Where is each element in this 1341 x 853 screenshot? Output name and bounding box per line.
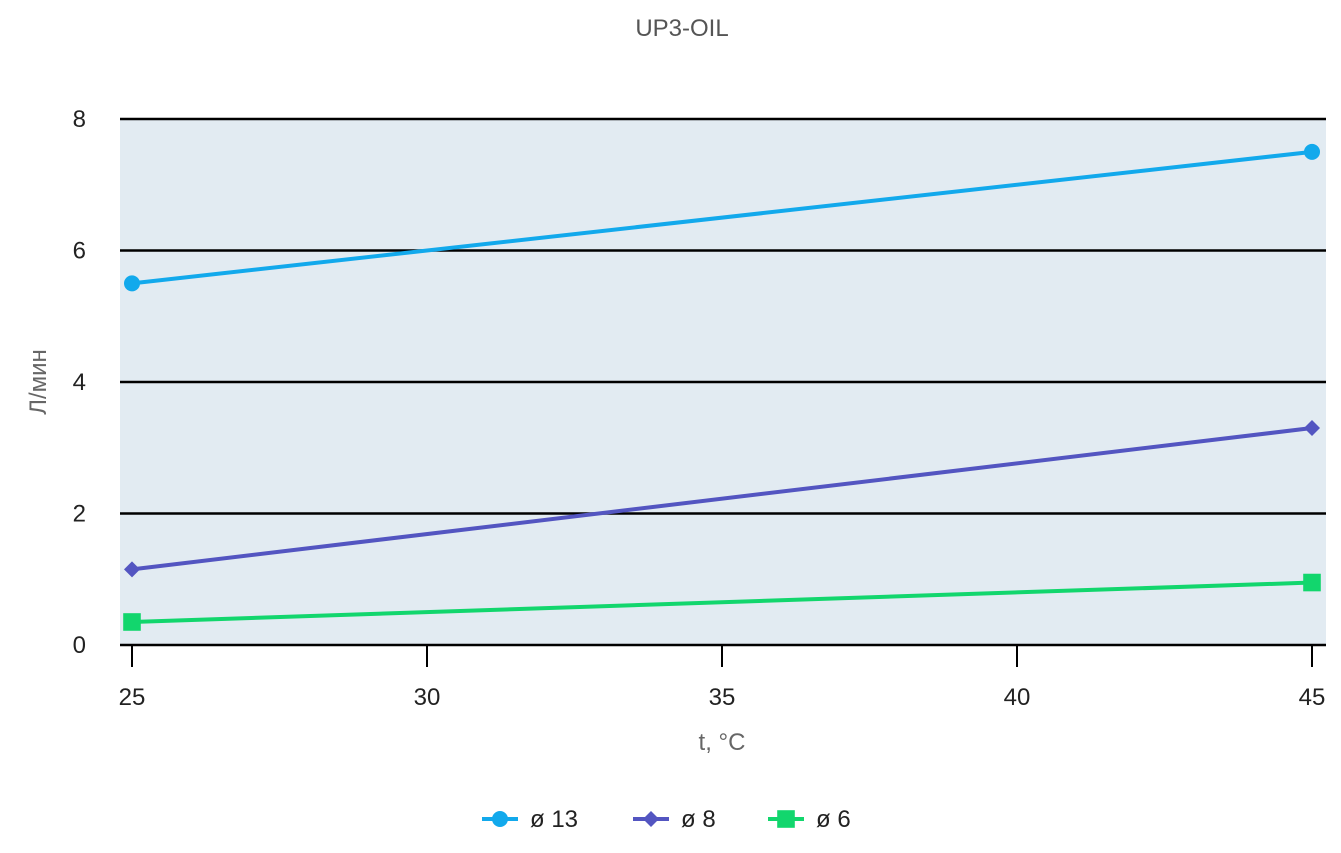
series-line[interactable] [131, 149, 1313, 286]
x-axis-ticks [131, 645, 1313, 667]
y-tick-label: 0 [73, 632, 86, 659]
x-tick-label: 30 [414, 684, 441, 711]
grid-lines [120, 117, 1326, 647]
x-tick-label: 45 [1299, 684, 1326, 711]
tick-labels: 0 2 4 6 8 25 30 35 40 45 [73, 106, 1326, 711]
series-line[interactable] [131, 580, 1313, 624]
chart-title: UP3-OIL [635, 15, 728, 42]
data-point[interactable] [1303, 573, 1321, 592]
x-tick-label: 40 [1004, 684, 1031, 711]
legend-item[interactable]: ø 6 [768, 806, 851, 833]
data-point[interactable] [124, 561, 140, 578]
legend-label: ø 13 [530, 806, 578, 833]
x-axis-title: t, °C [699, 729, 746, 756]
y-tick-label: 2 [73, 501, 86, 528]
legend[interactable]: ø 13 ø 8 ø 6 [482, 806, 851, 833]
legend-marker[interactable] [643, 811, 659, 827]
series-line[interactable] [131, 426, 1313, 572]
data-point[interactable] [123, 613, 141, 631]
legend-marker[interactable] [777, 810, 795, 828]
series-layer [123, 143, 1321, 631]
y-tick-label: 4 [73, 369, 86, 396]
series-0 [124, 143, 1320, 292]
legend-label: ø 6 [816, 806, 851, 833]
series-1 [124, 420, 1320, 578]
data-point[interactable] [1304, 143, 1320, 160]
x-tick-label: 35 [709, 684, 736, 711]
legend-marker[interactable] [492, 811, 508, 827]
legend-label: ø 8 [681, 806, 716, 833]
data-point[interactable] [124, 275, 140, 292]
y-tick-label: 6 [73, 238, 86, 265]
series-2 [123, 573, 1321, 631]
y-tick-label: 8 [73, 106, 86, 133]
legend-item[interactable]: ø 13 [482, 806, 578, 833]
data-point[interactable] [1304, 420, 1320, 437]
y-axis-title: Л/мин [25, 349, 52, 415]
legend-item[interactable]: ø 8 [633, 806, 716, 833]
x-tick-label: 25 [119, 684, 146, 711]
